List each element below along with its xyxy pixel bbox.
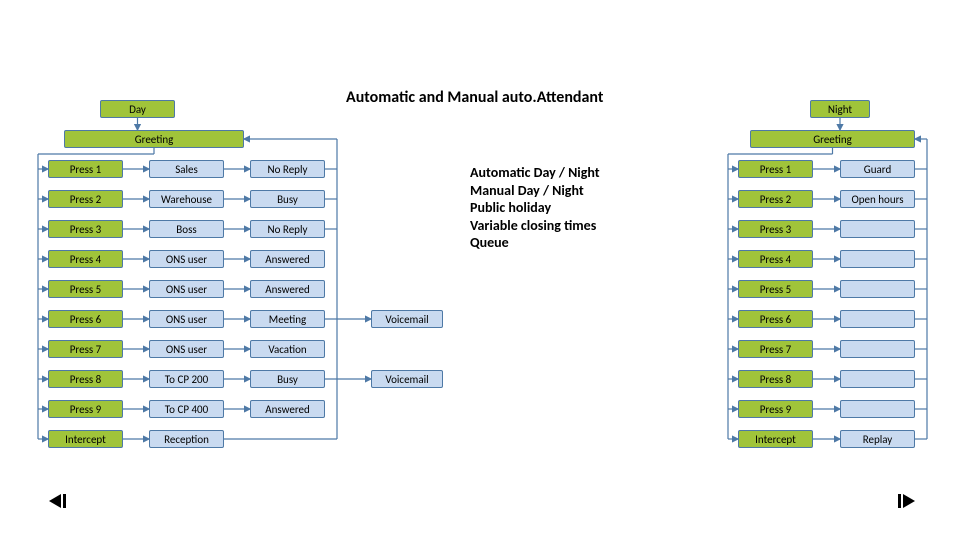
left-dest-2: Warehouse xyxy=(149,190,224,208)
left-status-7: Vacation xyxy=(250,340,325,358)
page-title: Automatic and Manual auto.Attendant xyxy=(346,88,603,107)
right-press-1: Press 1 xyxy=(738,160,813,178)
left-dest-6: ONS user xyxy=(149,310,224,328)
nav-prev-icon[interactable] xyxy=(48,492,66,510)
left-dest-10: Reception xyxy=(149,430,224,448)
left-press-5: Press 5 xyxy=(48,280,123,298)
left-press-1: Press 1 xyxy=(48,160,123,178)
right-dest-6 xyxy=(840,310,915,328)
left-status-3: No Reply xyxy=(250,220,325,238)
left-press-7: Press 7 xyxy=(48,340,123,358)
right-press-4: Press 4 xyxy=(738,250,813,268)
right-dest-8 xyxy=(840,370,915,388)
left-status-9: Answered xyxy=(250,400,325,418)
right-dest-2: Open hours xyxy=(840,190,915,208)
left-header-day: Day xyxy=(100,100,175,118)
left-dest-5: ONS user xyxy=(149,280,224,298)
connectors xyxy=(0,0,960,540)
right-press-7: Press 7 xyxy=(738,340,813,358)
left-press-10: Intercept xyxy=(48,430,123,448)
right-press-5: Press 5 xyxy=(738,280,813,298)
left-press-6: Press 6 xyxy=(48,310,123,328)
right-press-2: Press 2 xyxy=(738,190,813,208)
left-vm-8: Voicemail xyxy=(371,370,443,388)
right-dest-4 xyxy=(840,250,915,268)
right-greeting: Greeting xyxy=(750,130,915,148)
right-dest-1: Guard xyxy=(840,160,915,178)
right-dest-10: Replay xyxy=(840,430,915,448)
left-vm-6: Voicemail xyxy=(371,310,443,328)
left-dest-9: To CP 400 xyxy=(149,400,224,418)
right-dest-7 xyxy=(840,340,915,358)
right-dest-9 xyxy=(840,400,915,418)
left-status-5: Answered xyxy=(250,280,325,298)
left-status-8: Busy xyxy=(250,370,325,388)
right-dest-3 xyxy=(840,220,915,238)
left-press-3: Press 3 xyxy=(48,220,123,238)
left-dest-3: Boss xyxy=(149,220,224,238)
left-status-1: No Reply xyxy=(250,160,325,178)
left-press-4: Press 4 xyxy=(48,250,123,268)
left-status-4: Answered xyxy=(250,250,325,268)
nav-next-icon[interactable] xyxy=(898,492,916,510)
left-press-9: Press 9 xyxy=(48,400,123,418)
left-dest-4: ONS user xyxy=(149,250,224,268)
left-status-2: Busy xyxy=(250,190,325,208)
right-header-night: Night xyxy=(810,100,870,118)
right-press-6: Press 6 xyxy=(738,310,813,328)
left-greeting: Greeting xyxy=(64,130,244,148)
left-dest-7: ONS user xyxy=(149,340,224,358)
right-press-8: Press 8 xyxy=(738,370,813,388)
left-dest-8: To CP 200 xyxy=(149,370,224,388)
center-feature-list: Automatic Day / NightManual Day / NightP… xyxy=(470,164,600,252)
right-press-10: Intercept xyxy=(738,430,813,448)
right-dest-5 xyxy=(840,280,915,298)
left-status-6: Meeting xyxy=(250,310,325,328)
right-press-9: Press 9 xyxy=(738,400,813,418)
left-press-2: Press 2 xyxy=(48,190,123,208)
left-press-8: Press 8 xyxy=(48,370,123,388)
right-press-3: Press 3 xyxy=(738,220,813,238)
left-dest-1: Sales xyxy=(149,160,224,178)
